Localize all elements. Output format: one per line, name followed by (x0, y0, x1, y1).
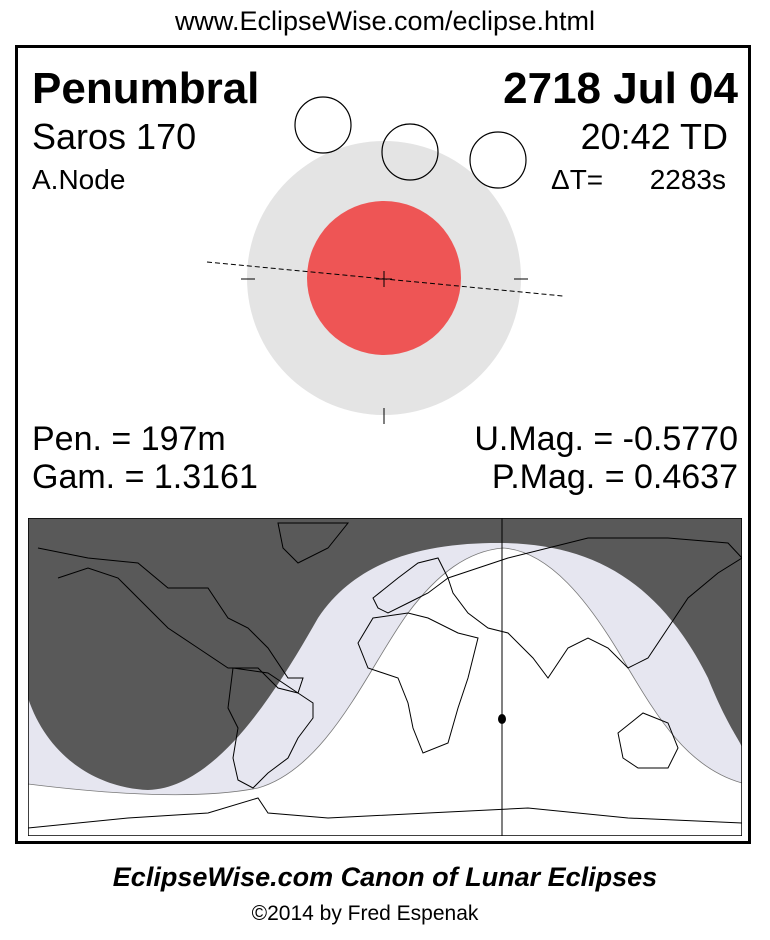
asia-outline (447, 537, 742, 679)
penumbral-magnitude: P.Mag. = 0.4637 (491, 458, 738, 496)
pen-duration: Pen. = 197m (32, 420, 226, 458)
moon-position-mid (381, 123, 439, 181)
gamma: Gam. = 1.3161 (32, 458, 258, 496)
delta-t-label: ΔT= (551, 164, 604, 195)
eclipse-time: 20:42 TD (580, 116, 728, 157)
moon-position-first (294, 96, 352, 154)
africa-outline (357, 612, 479, 754)
greenland-outline (277, 522, 350, 564)
full-visibility-region (28, 547, 742, 836)
eclipse-geometry-diagram (206, 96, 564, 424)
north-america-outline (37, 547, 304, 694)
eclipse-type: Penumbral (32, 64, 260, 113)
moon-position-last (469, 131, 527, 189)
antarctica-outline (28, 797, 742, 829)
europe-outline (372, 557, 449, 614)
visibility-map (28, 518, 742, 836)
eclipse-frame (15, 45, 751, 844)
continent-outlines (28, 522, 742, 829)
footer-title: EclipseWise.com Canon of Lunar Eclipses (112, 862, 658, 892)
eclipse-date: 2718 Jul 04 (503, 64, 738, 113)
url-header: www.EclipseWise.com/eclipse.html (174, 6, 596, 36)
greatest-eclipse-point (498, 714, 506, 724)
south-america-outline (227, 667, 314, 789)
delta-t-value: 2283s (649, 164, 726, 195)
node: A.Node (32, 164, 126, 195)
footer-copyright: ©2014 by Fred Espenak (251, 902, 479, 925)
australia-outline (617, 712, 679, 769)
center-cross (241, 271, 528, 424)
umbral-magnitude: U.Mag. = -0.5770 (474, 420, 738, 458)
saros: Saros 170 (32, 116, 197, 157)
